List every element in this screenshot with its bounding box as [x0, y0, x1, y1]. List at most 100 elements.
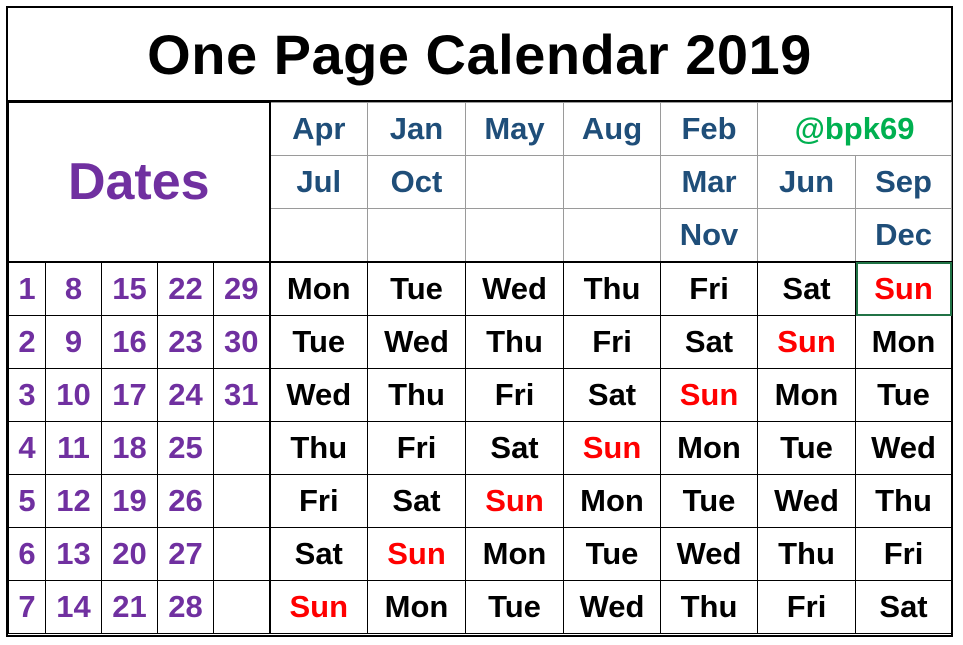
date-cell[interactable]: 21: [101, 580, 158, 634]
weekday-cell[interactable]: Wed: [757, 474, 857, 528]
month-cell[interactable]: Nov: [660, 208, 759, 263]
weekday-cell[interactable]: Sun: [268, 580, 369, 634]
weekday-cell[interactable]: Sat: [563, 368, 662, 422]
weekday-cell[interactable]: Fri: [563, 315, 662, 369]
weekday-cell[interactable]: Sun: [465, 474, 565, 528]
date-cell[interactable]: [212, 527, 271, 581]
weekday-cell[interactable]: Wed: [465, 261, 565, 316]
month-cell[interactable]: Oct: [367, 155, 467, 209]
weekday-cell[interactable]: Mon: [465, 527, 565, 581]
weekday-cell[interactable]: Fri: [465, 368, 565, 422]
weekday-cell[interactable]: Mon: [367, 580, 467, 634]
date-cell[interactable]: 2: [8, 315, 46, 369]
weekday-cell[interactable]: Sun: [660, 368, 759, 422]
date-cell[interactable]: 24: [157, 368, 214, 422]
month-cell[interactable]: Sep: [855, 155, 953, 209]
weekday-cell[interactable]: Sat: [367, 474, 467, 528]
date-cell[interactable]: 23: [157, 315, 214, 369]
weekday-cell[interactable]: Sat: [855, 580, 953, 634]
date-cell[interactable]: 14: [45, 580, 102, 634]
weekday-cell[interactable]: Fri: [268, 474, 369, 528]
weekday-cell[interactable]: Tue: [268, 315, 369, 369]
weekday-cell[interactable]: Wed: [367, 315, 467, 369]
month-cell[interactable]: Apr: [269, 102, 369, 156]
weekday-cell[interactable]: Wed: [855, 421, 953, 475]
date-cell[interactable]: 19: [101, 474, 158, 528]
month-cell[interactable]: Feb: [660, 102, 759, 156]
weekday-cell[interactable]: Thu: [855, 474, 953, 528]
weekday-cell[interactable]: Thu: [563, 261, 662, 316]
date-cell[interactable]: [212, 580, 271, 634]
month-cell[interactable]: Mar: [660, 155, 759, 209]
month-cell[interactable]: [465, 208, 565, 263]
date-cell[interactable]: 1: [8, 261, 46, 316]
date-cell[interactable]: [212, 474, 271, 528]
weekday-cell[interactable]: Mon: [660, 421, 759, 475]
date-cell[interactable]: 13: [45, 527, 102, 581]
date-cell[interactable]: 12: [45, 474, 102, 528]
weekday-cell[interactable]: Mon: [757, 368, 857, 422]
date-cell[interactable]: 26: [157, 474, 214, 528]
date-cell[interactable]: [212, 421, 271, 475]
date-cell[interactable]: 3: [8, 368, 46, 422]
month-cell[interactable]: May: [465, 102, 565, 156]
weekday-cell[interactable]: Sat: [757, 261, 857, 316]
author-handle[interactable]: @bpk69: [757, 102, 953, 156]
month-cell[interactable]: [269, 208, 369, 263]
month-cell[interactable]: [367, 208, 467, 263]
weekday-cell[interactable]: Sun: [563, 421, 662, 475]
date-cell[interactable]: 31: [212, 368, 271, 422]
date-cell[interactable]: 20: [101, 527, 158, 581]
weekday-cell[interactable]: Fri: [660, 261, 759, 316]
month-cell[interactable]: Jul: [269, 155, 369, 209]
date-cell[interactable]: 16: [101, 315, 158, 369]
date-cell[interactable]: 25: [157, 421, 214, 475]
weekday-cell[interactable]: Wed: [268, 368, 369, 422]
date-cell[interactable]: 30: [212, 315, 271, 369]
date-cell[interactable]: 28: [157, 580, 214, 634]
date-cell[interactable]: 27: [157, 527, 214, 581]
weekday-cell[interactable]: Tue: [855, 368, 953, 422]
date-cell[interactable]: 15: [101, 261, 158, 316]
weekday-cell[interactable]: Sun: [367, 527, 467, 581]
weekday-cell[interactable]: Fri: [855, 527, 953, 581]
weekday-cell[interactable]: Thu: [268, 421, 369, 475]
weekday-cell[interactable]: Thu: [660, 580, 759, 634]
weekday-cell[interactable]: Fri: [757, 580, 857, 634]
month-cell[interactable]: [563, 208, 662, 263]
date-cell[interactable]: 10: [45, 368, 102, 422]
weekday-cell[interactable]: Tue: [563, 527, 662, 581]
date-cell[interactable]: 18: [101, 421, 158, 475]
weekday-cell[interactable]: Sat: [465, 421, 565, 475]
month-cell[interactable]: Jan: [367, 102, 467, 156]
weekday-cell[interactable]: Sun: [757, 315, 857, 369]
month-cell[interactable]: [465, 155, 565, 209]
weekday-cell[interactable]: Thu: [757, 527, 857, 581]
weekday-cell[interactable]: Mon: [268, 261, 369, 316]
date-cell[interactable]: 5: [8, 474, 46, 528]
month-cell[interactable]: Aug: [563, 102, 662, 156]
weekday-cell[interactable]: Wed: [563, 580, 662, 634]
weekday-cell[interactable]: Sat: [660, 315, 759, 369]
weekday-cell[interactable]: Sun: [855, 261, 953, 316]
weekday-cell[interactable]: Tue: [465, 580, 565, 634]
month-cell[interactable]: Dec: [855, 208, 953, 263]
date-cell[interactable]: 11: [45, 421, 102, 475]
weekday-cell[interactable]: Tue: [757, 421, 857, 475]
weekday-cell[interactable]: Wed: [660, 527, 759, 581]
month-cell[interactable]: Jun: [757, 155, 857, 209]
weekday-cell[interactable]: Thu: [465, 315, 565, 369]
date-cell[interactable]: 17: [101, 368, 158, 422]
weekday-cell[interactable]: Fri: [367, 421, 467, 475]
weekday-cell[interactable]: Thu: [367, 368, 467, 422]
weekday-cell[interactable]: Tue: [367, 261, 467, 316]
weekday-cell[interactable]: Mon: [855, 315, 953, 369]
date-cell[interactable]: 7: [8, 580, 46, 634]
month-cell[interactable]: [563, 155, 662, 209]
date-cell[interactable]: 29: [212, 261, 271, 316]
weekday-cell[interactable]: Mon: [563, 474, 662, 528]
date-cell[interactable]: 4: [8, 421, 46, 475]
date-cell[interactable]: 8: [45, 261, 102, 316]
date-cell[interactable]: 6: [8, 527, 46, 581]
weekday-cell[interactable]: Sat: [268, 527, 369, 581]
